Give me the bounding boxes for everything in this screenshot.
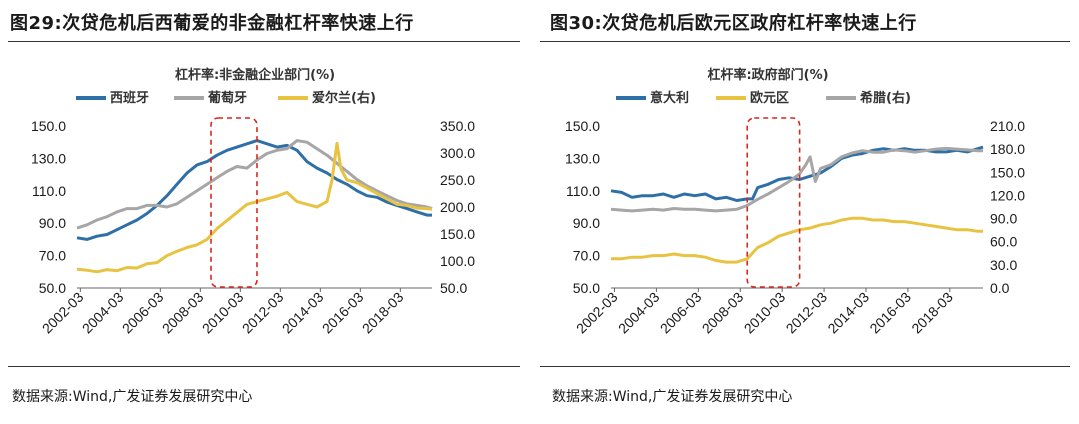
x-tick-label: 2008-03 — [699, 289, 747, 337]
series-line — [76, 141, 433, 274]
legend-item: 希腊(右) — [826, 90, 911, 106]
figure-30-panel: 图30:次贷危机后欧元区政府杠杆率快速上行 杠杆率:政府部门(%) 意大利 欧元区 希… — [540, 0, 1079, 424]
y2-tick-label: 210.0 — [990, 118, 1025, 134]
x-tick-label: 2018-03 — [908, 289, 956, 337]
y-tick-label: 70.0 — [573, 248, 600, 264]
figure-29-panel: 图29:次贷危机后西葡爱的非金融杠杆率快速上行 杠杆率:非金融企业部门(%) 西班… — [0, 0, 527, 424]
chart-subtitle: 杠杆率:政府部门(%) — [707, 67, 828, 83]
legend-item: 葡萄牙 — [174, 90, 247, 106]
legend-label: 西班牙 — [110, 90, 149, 106]
crisis-highlight-box — [746, 117, 801, 288]
series-line — [610, 145, 984, 202]
x-tick-label: 2008-03 — [159, 289, 207, 337]
figure-29-source: 数据来源:Wind,广发证券发展研究中心 — [12, 389, 253, 405]
x-tick-label: 2010-03 — [741, 289, 789, 337]
legend-label: 意大利 — [650, 90, 689, 106]
figure-29-chart: 杠杆率:非金融企业部门(%) 西班牙 葡萄牙 爱尔兰(右) 50.0 70.0 90.0 11… — [31, 67, 475, 337]
series-line — [76, 139, 433, 230]
legend-label: 欧元区 — [750, 90, 789, 106]
source-rule — [8, 366, 520, 367]
chart-subtitle: 杠杆率:非金融企业部门(%) — [175, 67, 335, 83]
x-tick-label: 2012-03 — [239, 289, 287, 337]
y2-tick-label: 90.0 — [990, 211, 1017, 227]
series-line — [610, 146, 983, 213]
y2-tick-label: 0.0 — [990, 280, 1010, 296]
legend-label: 希腊(右) — [860, 90, 911, 106]
legend-label: 爱尔兰(右) — [312, 90, 376, 106]
legend-item: 意大利 — [616, 90, 689, 106]
y2-tick-label: 180.0 — [990, 141, 1025, 157]
y-tick-label: 110.0 — [32, 183, 66, 199]
crisis-highlight-box — [210, 117, 258, 288]
legend-item: 欧元区 — [716, 90, 789, 106]
figure-30-title: 图30:次贷危机后欧元区政府杠杆率快速上行 — [550, 13, 917, 34]
source-rule — [540, 366, 1070, 367]
y2-tick-label: 30.0 — [990, 257, 1017, 273]
y2-tick-label: 350.0 — [440, 118, 475, 134]
y2-tick-label: 150.0 — [990, 164, 1025, 180]
x-tick-label: 2006-03 — [119, 289, 167, 337]
figure-30-source: 数据来源:Wind,广发证券发展研究中心 — [552, 389, 793, 405]
y-tick-label: 70.0 — [39, 248, 66, 264]
x-tick-label: 2006-03 — [657, 289, 705, 337]
y2-tick-label: 120.0 — [990, 187, 1025, 203]
x-tick-label: 2016-03 — [866, 289, 914, 337]
x-tick-label: 2014-03 — [279, 289, 327, 337]
y2-tick-label: 200.0 — [440, 199, 475, 215]
y-tick-label: 90.0 — [573, 215, 600, 231]
y2-tick-label: 100.0 — [440, 253, 475, 269]
y-tick-label: 110.0 — [566, 183, 600, 199]
x-tick-label: 2004-03 — [79, 289, 127, 337]
y-tick-label: 150.0 — [565, 118, 600, 134]
title-rule — [540, 41, 1070, 42]
figure-30-chart: 杠杆率:政府部门(%) 意大利 欧元区 希腊(右) 50.0 70.0 90.0 110.0 1… — [565, 67, 1025, 337]
y-tick-label: 150.0 — [31, 118, 66, 134]
x-tick-label: 2014-03 — [824, 289, 872, 337]
y2-tick-label: 300.0 — [440, 145, 475, 161]
y-tick-label: 90.0 — [39, 215, 66, 231]
y-tick-label: 130.0 — [565, 150, 600, 166]
x-tick-label: 2004-03 — [615, 289, 663, 337]
y2-tick-label: 60.0 — [990, 234, 1017, 250]
x-tick-label: 2016-03 — [319, 289, 367, 337]
y2-tick-label: 50.0 — [440, 280, 467, 296]
y-tick-label: 50.0 — [573, 280, 600, 296]
x-tick-label: 2018-03 — [359, 289, 407, 337]
x-tick-label: 2010-03 — [199, 289, 247, 337]
y-tick-label: 130.0 — [31, 150, 66, 166]
x-tick-label: 2012-03 — [783, 289, 831, 337]
legend-item: 西班牙 — [76, 90, 149, 106]
y-tick-label: 50.0 — [39, 280, 66, 296]
y2-tick-label: 150.0 — [440, 226, 475, 242]
legend-label: 葡萄牙 — [207, 90, 247, 106]
legend-item: 爱尔兰(右) — [278, 90, 376, 106]
title-rule — [8, 41, 520, 42]
y2-tick-label: 250.0 — [440, 172, 475, 188]
figure-29-title: 图29:次贷危机后西葡爱的非金融杠杆率快速上行 — [10, 13, 414, 34]
series-line — [611, 216, 983, 264]
